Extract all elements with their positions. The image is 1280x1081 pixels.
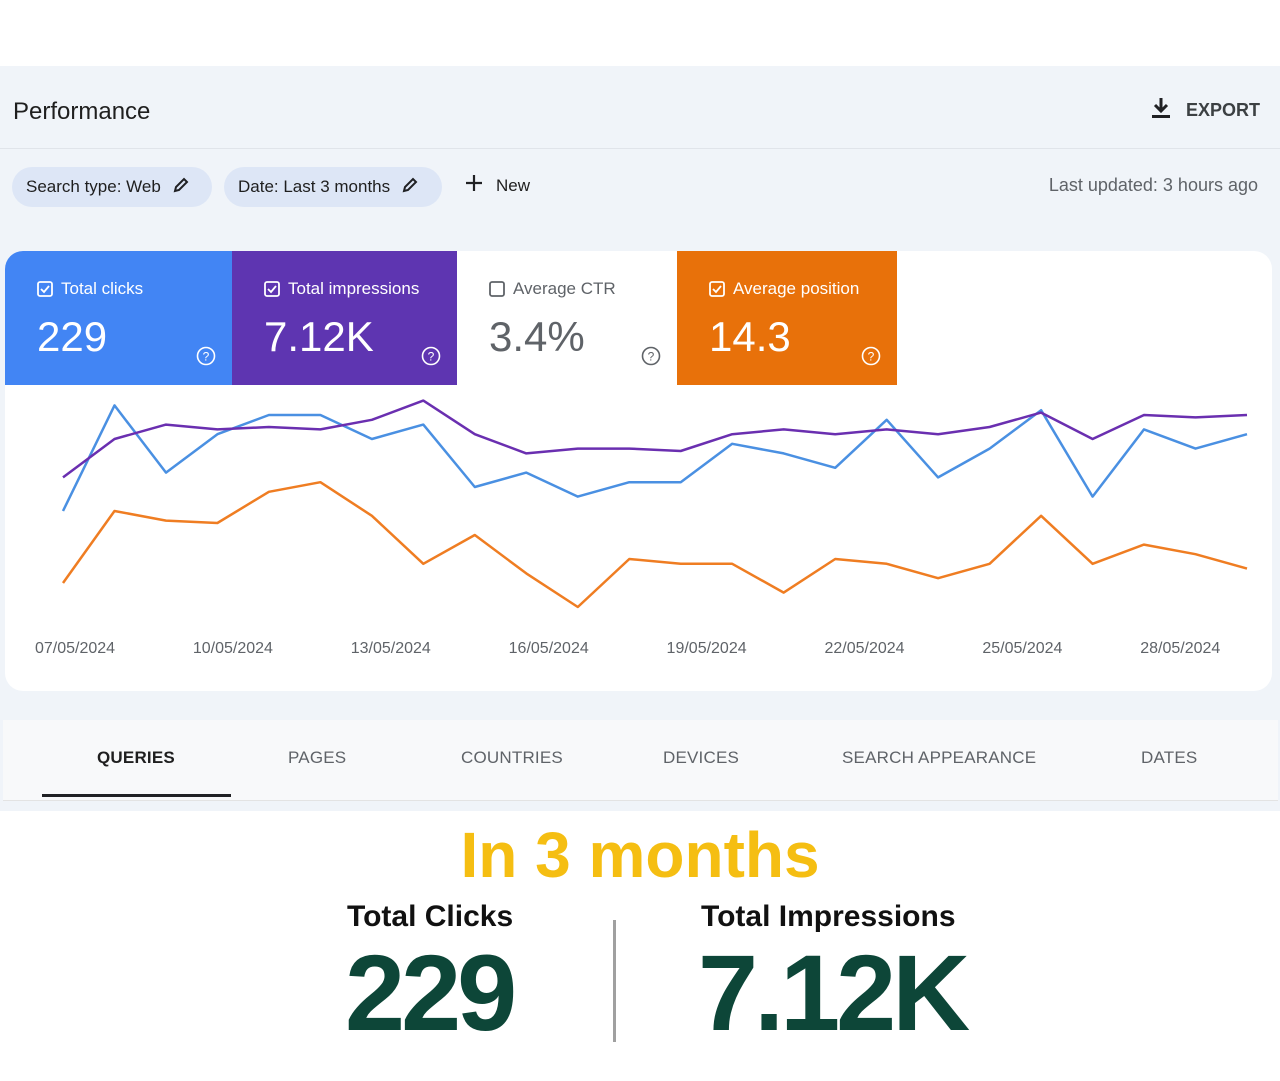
summary-impressions-value: 7.12K [698,932,970,1053]
metric-value: 229 [37,313,108,360]
metric-label: Total clicks [61,279,144,298]
active-tab-indicator [42,794,231,797]
search-type-filter[interactable]: Search type: Web [12,167,212,207]
help-icon[interactable]: ? [421,346,441,371]
performance-chart-card: Total clicks 229 ? Total impressions 7.1… [5,251,1272,691]
metric-value: 7.12K [264,313,374,360]
metric-average-position[interactable]: Average position 14.3 ? [677,251,897,385]
new-filter-button[interactable]: New [464,173,530,198]
summary-divider [613,920,616,1042]
summary-headline: In 3 months [460,819,820,891]
tab-search-appearance[interactable]: SEARCH APPEARANCE [842,748,1037,767]
new-filter-label: New [496,175,531,195]
x-tick-label: 07/05/2024 [35,640,115,657]
x-tick-label: 25/05/2024 [982,640,1062,657]
tab-pages[interactable]: PAGES [288,748,347,767]
x-tick-label: 22/05/2024 [824,640,904,657]
metric-label: Average position [733,279,860,298]
x-tick-label: 10/05/2024 [193,640,273,657]
line-chart: 07/05/2024 10/05/2024 13/05/2024 16/05/2024… [35,399,1248,657]
series-line-total-impressions [62,399,1248,479]
series-line-average-position [61,480,1248,609]
checkbox-checked-icon[interactable] [264,281,280,297]
svg-text:?: ? [648,350,655,364]
help-icon[interactable]: ? [861,346,881,371]
help-icon[interactable]: ? [641,346,661,371]
tab-devices[interactable]: DEVICES [663,748,740,767]
date-filter[interactable]: Date: Last 3 months [224,167,442,207]
svg-text:?: ? [868,350,875,364]
plus-icon [464,173,484,198]
export-button[interactable]: EXPORT [1150,96,1260,125]
last-updated-text: Last updated: 3 hours ago [1048,175,1258,195]
export-label: EXPORT [1185,100,1260,120]
metric-label: Total impressions [288,279,420,298]
svg-text:?: ? [428,350,435,364]
checkbox-unchecked-icon[interactable] [489,281,505,297]
x-tick-label: 19/05/2024 [667,640,747,657]
search-type-label: Search type: Web [26,177,161,196]
tab-queries[interactable]: QUERIES [97,748,175,767]
metric-label: Average CTR [513,279,616,298]
header-bar [0,66,1280,149]
help-icon[interactable]: ? [196,346,216,371]
tab-countries[interactable]: COUNTRIES [461,748,563,767]
checkbox-checked-icon[interactable] [37,281,53,297]
pencil-icon [402,177,418,198]
svg-text:?: ? [203,350,210,364]
checkbox-checked-icon[interactable] [709,281,725,297]
metric-value: 3.4% [489,313,585,360]
page-title: Performance [13,98,151,125]
series-line-total-clicks [61,404,1248,512]
summary-clicks-value: 229 [345,932,517,1053]
metric-total-impressions[interactable]: Total impressions 7.12K ? [232,251,457,385]
metric-value: 14.3 [709,313,791,360]
x-tick-label: 13/05/2024 [351,640,431,657]
tab-dates[interactable]: DATES [1141,748,1198,767]
summary-impressions-label: Total Impressions [701,900,956,933]
download-icon [1150,96,1172,125]
summary-clicks-label: Total Clicks [347,900,514,933]
date-filter-label: Date: Last 3 months [238,177,391,196]
tabs-bar [3,720,1278,801]
metric-total-clicks[interactable]: Total clicks 229 ? [5,251,232,385]
x-tick-label: 28/05/2024 [1140,640,1220,657]
metric-average-ctr[interactable]: Average CTR 3.4% ? [457,251,677,385]
pencil-icon [173,177,189,198]
x-tick-label: 16/05/2024 [509,640,589,657]
